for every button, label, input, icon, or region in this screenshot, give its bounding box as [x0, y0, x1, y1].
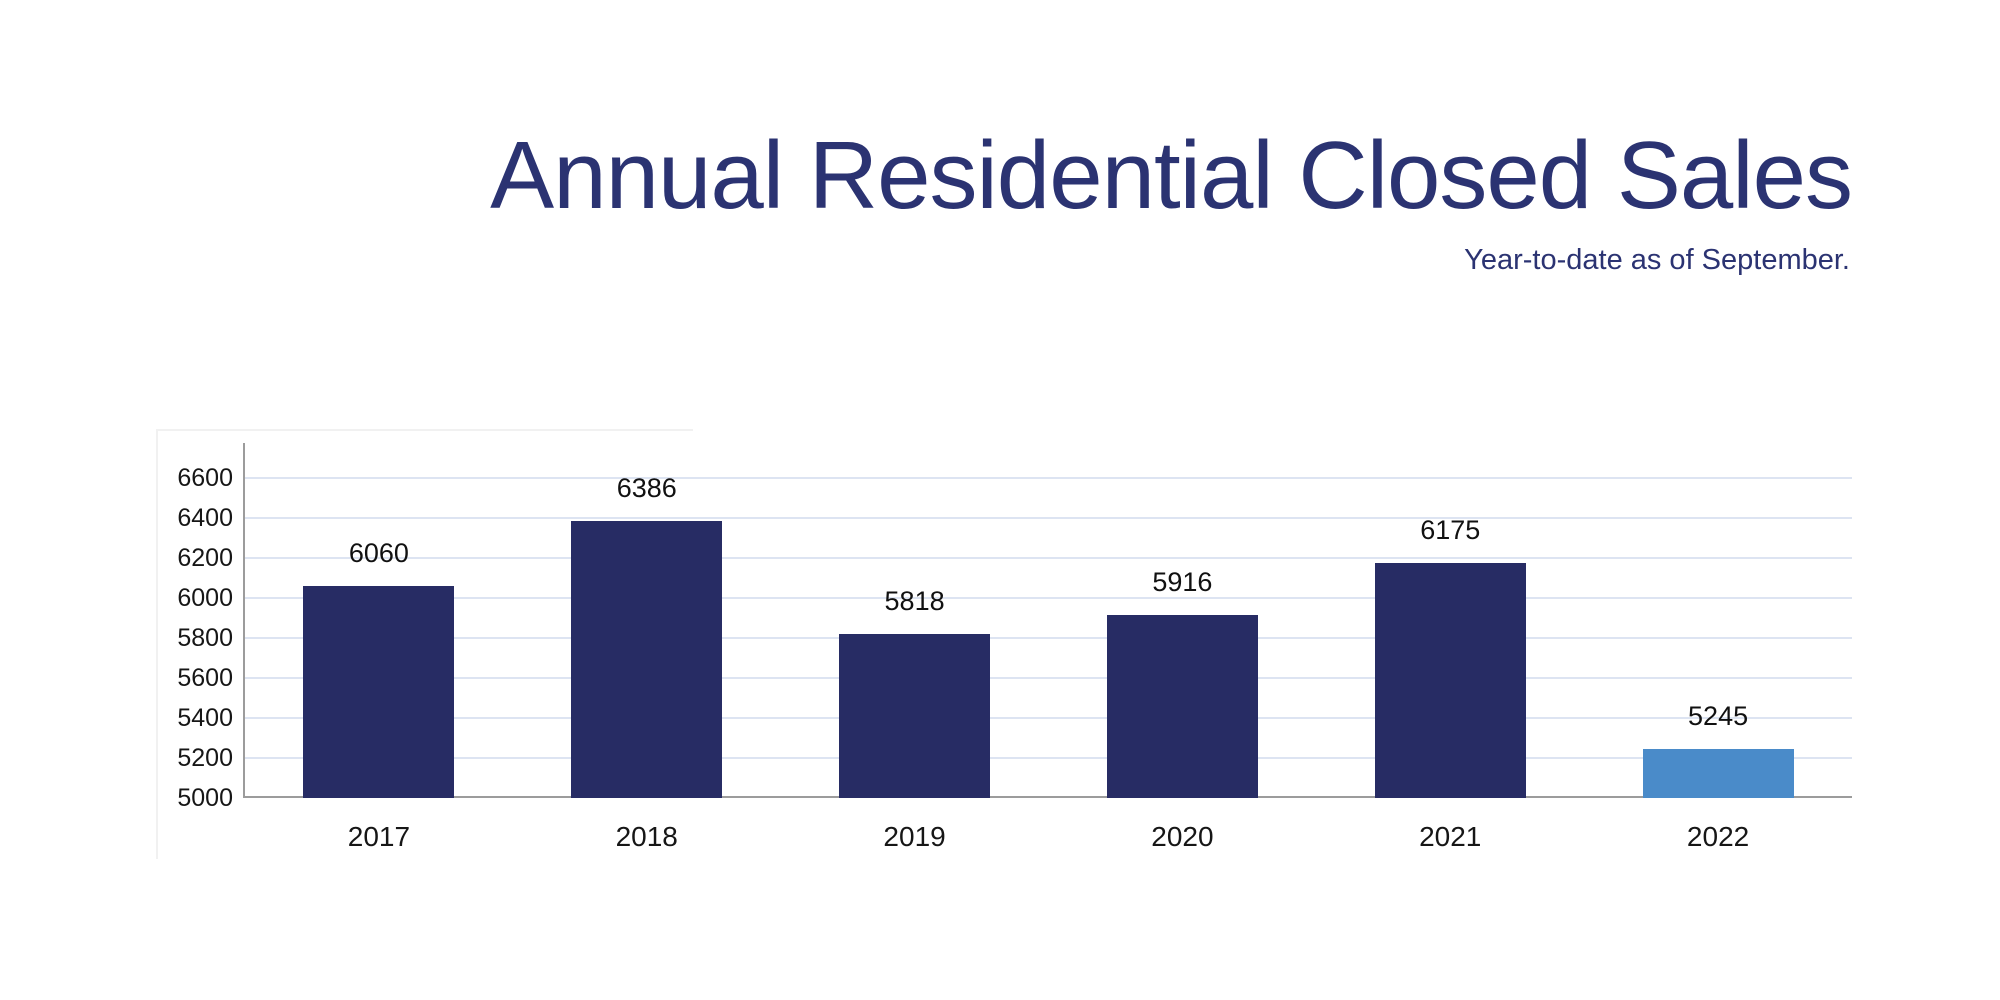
bar-value-label-2018: 6386	[616, 472, 677, 503]
y-axis-line	[243, 443, 245, 798]
y-axis-tick-label: 6200	[177, 544, 233, 572]
y-axis-tick-label: 5000	[177, 784, 233, 812]
gridline-5600	[245, 677, 1852, 679]
bar-2019	[839, 634, 991, 798]
bar-value-label-2021: 6175	[1420, 515, 1481, 545]
gridline-6000	[245, 597, 1852, 599]
bar-value-label-2017: 6060	[348, 538, 409, 568]
bar-2020	[1106, 614, 1258, 798]
x-axis-category-label-2021: 2021	[1419, 821, 1482, 852]
x-axis-category-label-2019: 2019	[883, 821, 946, 852]
chart-frame-left-edge	[156, 429, 158, 859]
gridline-6600	[245, 477, 1852, 479]
bar-2021	[1374, 563, 1526, 798]
x-axis-category-label-2020: 2020	[1151, 821, 1214, 852]
gridline-5400	[245, 717, 1852, 719]
y-axis-tick-label: 5600	[177, 664, 233, 692]
bar-2022	[1642, 749, 1794, 798]
gridline-6200	[245, 557, 1852, 559]
x-axis-line	[243, 796, 1852, 798]
y-axis-tick-label: 5400	[177, 704, 233, 732]
y-axis-tick-label: 5800	[177, 624, 233, 652]
chart-subtitle: Year-to-date as of September.	[1464, 244, 1850, 276]
chart-title: Annual Residential Closed Sales	[490, 122, 1853, 229]
y-axis-tick-label: 6600	[177, 464, 233, 492]
gridline-5200	[245, 757, 1852, 759]
y-axis-tick-label: 6400	[177, 504, 233, 532]
gridline-5800	[245, 637, 1852, 639]
bar-value-label-2020: 5916	[1152, 566, 1213, 597]
x-axis-category-label-2017: 2017	[347, 821, 411, 852]
bar-2018	[571, 520, 723, 798]
y-axis-tick-label: 6000	[177, 584, 233, 612]
bar-value-label-2019: 5818	[884, 586, 945, 617]
x-axis-category-label-2022: 2022	[1686, 821, 1750, 852]
bar-value-label-2022: 5245	[1688, 701, 1749, 731]
bar-2017	[303, 586, 455, 798]
gridline-6400	[245, 517, 1852, 519]
chart-frame-top-edge	[158, 429, 693, 431]
x-axis-category-label-2018: 2018	[615, 821, 678, 852]
y-axis-tick-label: 5200	[177, 744, 233, 772]
